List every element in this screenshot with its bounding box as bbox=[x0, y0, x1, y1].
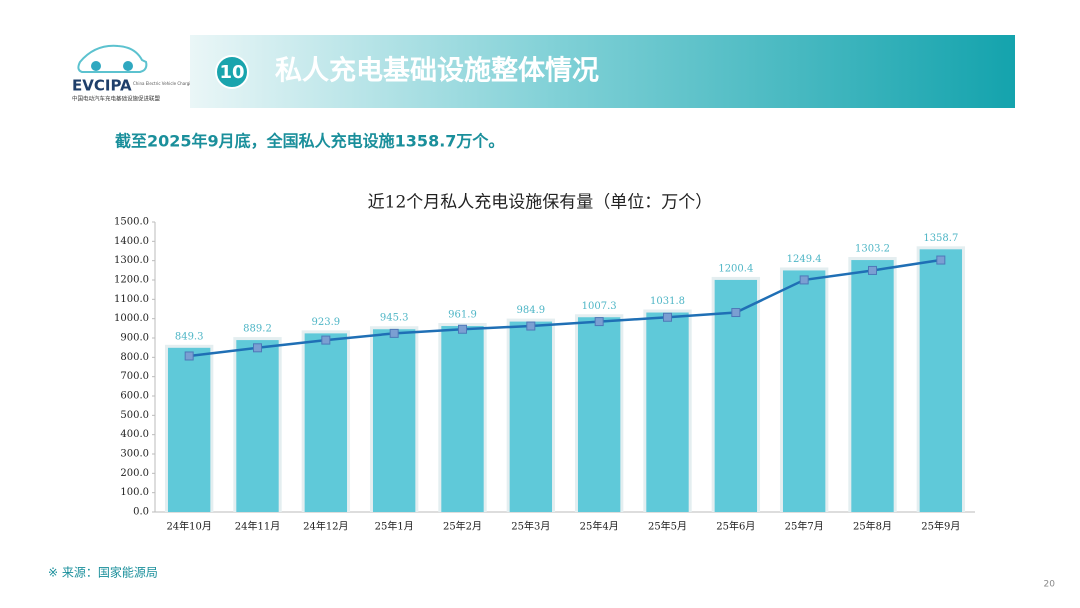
logo-chinese: 中国电动汽车充电基础设施促进联盟 bbox=[72, 95, 161, 103]
y-tick-label: 200.0 bbox=[120, 468, 149, 479]
line-marker bbox=[389, 328, 399, 338]
header-number: 10 bbox=[219, 62, 244, 83]
line-marker bbox=[868, 265, 877, 275]
y-tick-label: 1100.0 bbox=[114, 294, 149, 305]
bar bbox=[441, 326, 484, 512]
line-marker bbox=[184, 351, 194, 361]
y-tick-label: 700.0 bbox=[120, 371, 149, 382]
bar bbox=[851, 260, 894, 512]
value-label: 1200.4 bbox=[718, 263, 753, 274]
header-band bbox=[190, 35, 1015, 108]
line-marker bbox=[799, 275, 809, 285]
x-tick-label: 25年8月 bbox=[853, 520, 892, 533]
bar bbox=[509, 321, 553, 512]
x-tick-label: 25年9月 bbox=[921, 520, 960, 533]
x-tick-label: 25年5月 bbox=[648, 520, 687, 533]
value-label: 984.9 bbox=[517, 305, 546, 316]
bar bbox=[167, 347, 211, 512]
line-marker bbox=[321, 335, 331, 345]
y-tick-label: 0.0 bbox=[133, 507, 149, 518]
header-title: 私人充电基础设施整体情况 bbox=[275, 55, 599, 87]
bar bbox=[646, 312, 689, 512]
x-tick-label: 24年12月 bbox=[303, 520, 348, 533]
value-label: 849.3 bbox=[175, 331, 204, 342]
x-tick-label: 24年10月 bbox=[166, 520, 211, 533]
value-label: 1007.3 bbox=[582, 301, 617, 312]
bar bbox=[714, 279, 758, 512]
line-marker bbox=[253, 343, 262, 353]
chart-title: 近12个月私人充电设施保有量（单位：万个） bbox=[368, 193, 713, 213]
line-marker bbox=[663, 312, 672, 322]
x-tick-label: 25年4月 bbox=[580, 520, 619, 533]
value-label: 1249.4 bbox=[787, 254, 822, 265]
y-tick-label: 500.0 bbox=[120, 410, 149, 421]
line-marker bbox=[594, 317, 604, 327]
line-marker bbox=[458, 324, 467, 334]
y-tick-label: 1300.0 bbox=[114, 255, 149, 266]
logo-wheel bbox=[123, 61, 133, 71]
bar bbox=[577, 317, 621, 512]
x-tick-label: 25年6月 bbox=[716, 520, 755, 533]
value-label: 945.3 bbox=[380, 313, 409, 324]
y-tick-label: 300.0 bbox=[120, 449, 149, 460]
y-tick-label: 400.0 bbox=[120, 429, 149, 440]
y-tick-label: 800.0 bbox=[120, 352, 149, 363]
value-label: 889.2 bbox=[243, 324, 272, 335]
y-tick-label: 1500.0 bbox=[114, 217, 149, 228]
bar bbox=[372, 329, 416, 512]
bar bbox=[919, 249, 963, 512]
x-tick-label: 25年7月 bbox=[785, 520, 824, 533]
x-tick-label: 25年2月 bbox=[443, 520, 482, 533]
bar bbox=[782, 270, 826, 512]
header-badge bbox=[215, 55, 249, 89]
y-tick-label: 900.0 bbox=[120, 333, 149, 344]
value-label: 1031.8 bbox=[650, 296, 685, 307]
value-label: 923.9 bbox=[312, 317, 341, 328]
line bbox=[189, 258, 942, 358]
value-label: 1358.7 bbox=[923, 233, 958, 244]
bar bbox=[304, 333, 348, 512]
logo-name: EVCIPA bbox=[72, 77, 132, 95]
x-tick-label: 25年1月 bbox=[375, 520, 414, 533]
logo-car bbox=[77, 44, 148, 73]
x-tick-label: 24年11月 bbox=[235, 520, 280, 533]
logo-wheel bbox=[91, 61, 101, 71]
y-tick-label: 600.0 bbox=[120, 391, 149, 402]
y-tick-label: 100.0 bbox=[120, 487, 149, 498]
x-tick-label: 25年3月 bbox=[511, 520, 550, 533]
y-tick-label: 1200.0 bbox=[114, 275, 149, 286]
value-label: 1303.2 bbox=[855, 244, 890, 255]
y-tick-label: 1400.0 bbox=[114, 236, 149, 247]
source: ※ 来源：国家能源局 bbox=[48, 565, 158, 580]
page-number: 20 bbox=[1044, 580, 1056, 590]
line-marker bbox=[936, 255, 946, 265]
line-marker bbox=[526, 321, 536, 331]
bar bbox=[236, 340, 279, 512]
y-tick-label: 1000.0 bbox=[114, 313, 149, 324]
line-marker bbox=[731, 308, 741, 318]
value-label: 961.9 bbox=[448, 310, 477, 321]
summary: 截至2025年9月底，全国私人充电设施1358.7万个。 bbox=[115, 132, 504, 151]
